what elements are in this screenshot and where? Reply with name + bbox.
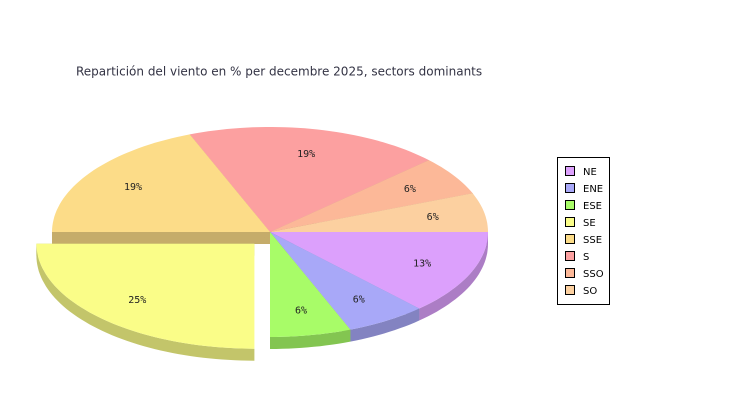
slice	[270, 160, 473, 232]
slice	[270, 193, 488, 232]
slice-side	[419, 232, 488, 321]
legend-swatch	[565, 285, 575, 295]
slice-side	[270, 329, 351, 349]
legend-swatch	[565, 251, 575, 261]
legend-label: SSO	[583, 269, 604, 280]
value-label: 19%	[297, 149, 315, 160]
slice-edge	[52, 232, 270, 244]
legend-label: SE	[583, 218, 596, 229]
slice	[52, 134, 270, 232]
value-label: 6%	[427, 212, 439, 223]
slice-side	[350, 308, 420, 342]
legend-label: SO	[583, 286, 597, 297]
value-label: 6%	[295, 305, 307, 316]
legend-swatch	[565, 183, 575, 193]
slice-side	[36, 243, 255, 361]
legend-swatch	[565, 217, 575, 227]
slice	[270, 232, 420, 330]
legend-swatch	[565, 200, 575, 210]
slice	[189, 127, 429, 232]
legend-swatch	[565, 268, 575, 278]
slice	[270, 232, 351, 337]
legend-label: NE	[583, 167, 597, 178]
value-label: 25%	[128, 295, 146, 306]
legend-label: SSE	[583, 235, 602, 246]
legend-swatch	[565, 166, 575, 176]
legend-box	[557, 157, 610, 305]
legend-label: S	[583, 252, 589, 263]
value-label: 19%	[124, 182, 142, 193]
legend: NE ENE ESE SE SSE S SSO SO	[565, 166, 604, 297]
pie: 13% 6% 6% 25% 19% 19% 6% 6%	[36, 127, 488, 361]
chart-title: Repartición del viento en % per decembre…	[76, 65, 482, 79]
value-label: 6%	[353, 294, 365, 305]
slice	[270, 232, 488, 309]
legend-swatch	[565, 234, 575, 244]
slice	[36, 243, 255, 349]
legend-label: ESE	[583, 201, 602, 212]
value-label: 13%	[413, 259, 431, 270]
value-label: 6%	[404, 184, 416, 195]
legend-label: ENE	[583, 184, 603, 195]
